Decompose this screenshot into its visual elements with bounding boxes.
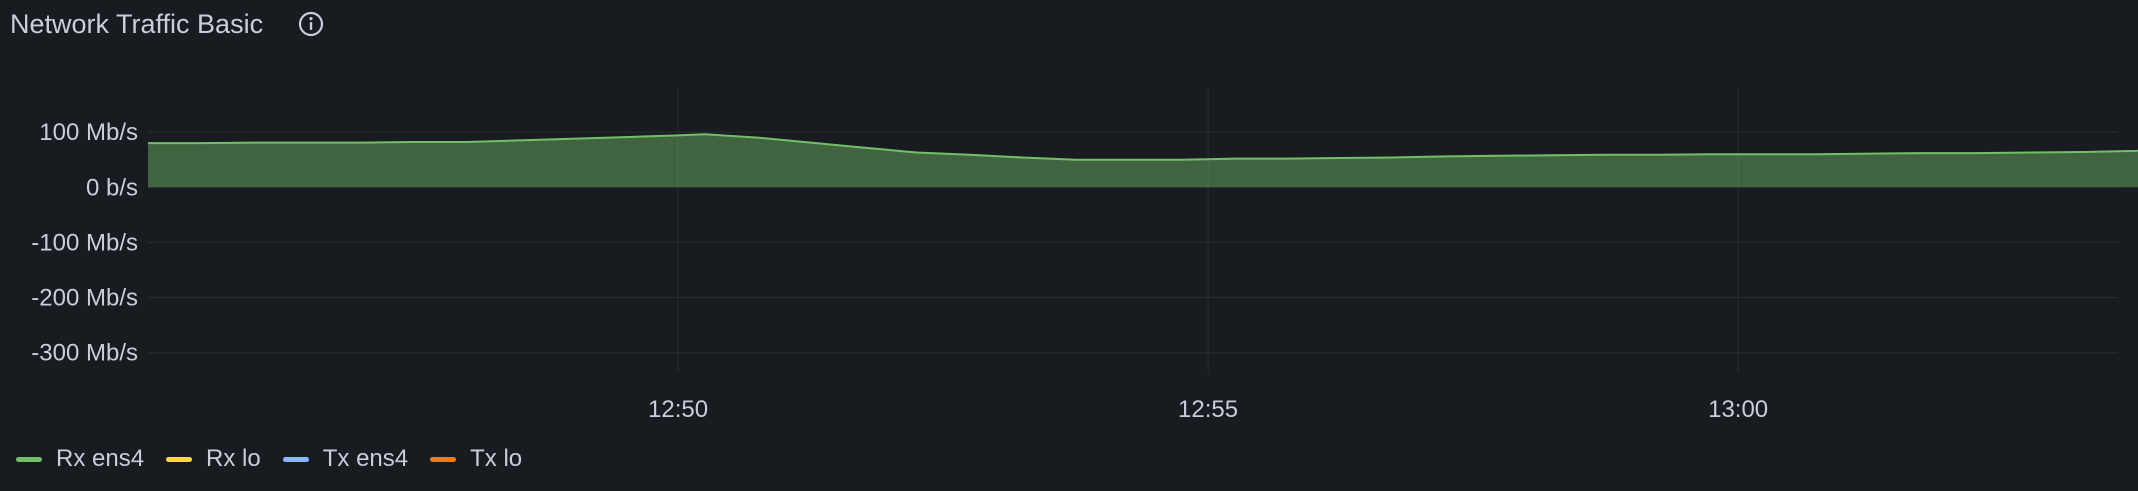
y-tick-label: 100 Mb/s [39, 119, 138, 146]
y-tick-label: -200 Mb/s [31, 285, 138, 312]
y-tick-label: 0 b/s [86, 174, 138, 201]
series-area-rx-ens4 [148, 134, 2138, 188]
info-icon[interactable] [297, 10, 325, 38]
y-tick-label: -300 Mb/s [31, 340, 138, 367]
legend-label: Rx lo [206, 445, 261, 472]
legend-item-rx-ens4[interactable]: Rx ens4 [16, 445, 144, 473]
panel-title: Network Traffic Basic [10, 8, 264, 39]
legend-swatch [282, 456, 309, 462]
legend-label: Rx ens4 [56, 445, 145, 472]
y-tick-label: -100 Mb/s [31, 229, 138, 256]
legend-label: Tx lo [470, 445, 523, 472]
x-tick-label: 12:55 [1178, 396, 1238, 423]
x-tick-label: 13:00 [1708, 396, 1768, 423]
chart-plot[interactable]: 100 Mb/s 0 b/s -100 Mb/s -200 Mb/s -300 Mb/s… [0, 0, 2138, 440]
series-line-rx-ens4 [148, 133, 2138, 161]
legend-swatch [430, 456, 457, 462]
legend-item-tx-ens4[interactable]: Tx ens4 [282, 445, 409, 473]
panel-header: Network Traffic Basic [10, 6, 325, 42]
legend-item-tx-lo[interactable]: Tx lo [430, 445, 522, 473]
legend-swatch [16, 456, 42, 462]
legend-swatch [166, 456, 193, 462]
legend: Rx ens4 Rx lo Tx ens4 Tx lo [16, 441, 544, 477]
legend-item-rx-lo[interactable]: Rx lo [166, 445, 261, 473]
legend-label: Tx ens4 [322, 445, 409, 472]
x-tick-label: 12:50 [648, 396, 708, 423]
